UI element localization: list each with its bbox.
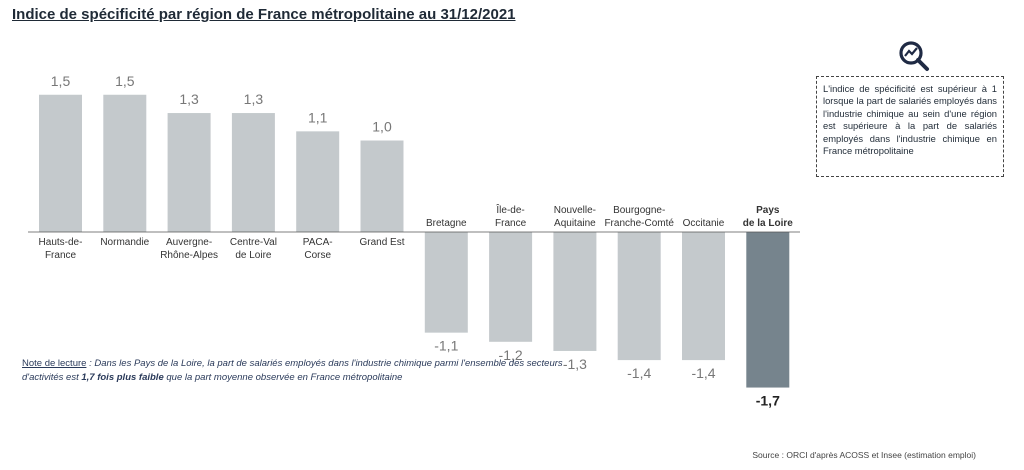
bar [39, 94, 82, 232]
reading-note-text-after: que la part moyenne observée en France m… [163, 371, 403, 383]
value-label: -1,1 [434, 338, 458, 354]
category-label: Île-de- [495, 203, 524, 216]
category-label: Bretagne [426, 218, 467, 229]
source-note: Source : ORCI d'après ACOSS et Insee (es… [752, 450, 976, 460]
category-label: France [45, 250, 77, 261]
category-label: Grand Est [359, 237, 404, 248]
value-label: 1,1 [308, 109, 328, 125]
category-label: de la Loire [743, 218, 793, 229]
magnifier-chart-icon [896, 38, 932, 74]
bar [231, 113, 275, 232]
reading-note-text-before: : Dans les Pays de la Loire, la part de … [22, 358, 563, 383]
category-label: PACA- [303, 237, 333, 248]
category-label: Normandie [100, 237, 149, 248]
value-label: 1,3 [244, 91, 264, 107]
bar [360, 140, 404, 232]
bar [167, 113, 211, 232]
category-label: Hauts-de- [39, 237, 83, 248]
info-box: L'indice de spécificité est supérieur à … [816, 76, 1004, 177]
value-label: 1,3 [179, 91, 199, 107]
category-label: Centre-Val [230, 237, 277, 248]
bar [424, 232, 468, 333]
category-label: Pays [756, 205, 780, 216]
value-label: -1,4 [627, 365, 651, 381]
value-label: -1,4 [691, 365, 715, 381]
category-label: Aquitaine [554, 218, 596, 229]
chart-title: Indice de spécificité par région de Fran… [12, 6, 516, 23]
reading-note: Note de lecture : Dans les Pays de la Lo… [22, 357, 582, 385]
category-label: Auvergne- [166, 237, 212, 248]
bar [553, 232, 597, 351]
bar [103, 94, 147, 232]
value-label: 1,5 [51, 73, 71, 89]
value-label: 1,0 [372, 119, 392, 135]
category-label: Franche-Comté [604, 218, 674, 229]
value-label: 1,5 [115, 73, 135, 89]
category-label: Bourgogne- [613, 205, 665, 216]
category-label: Rhône-Alpes [160, 250, 218, 261]
bar [746, 232, 790, 388]
bar [296, 131, 340, 232]
bar [489, 232, 533, 342]
bar [617, 232, 661, 361]
reading-note-bold: 1,7 fois plus faible [81, 371, 164, 383]
category-label: de Loire [235, 250, 272, 261]
reading-note-lead: Note de lecture [22, 358, 87, 369]
value-label: -1,7 [756, 393, 780, 409]
category-label: Nouvelle- [554, 205, 596, 216]
category-label: France [495, 218, 527, 229]
category-label: Occitanie [683, 218, 725, 229]
value-label: -1,3 [563, 356, 587, 372]
value-label: -1,2 [499, 347, 523, 363]
category-label: Corse [304, 250, 331, 261]
bar [682, 232, 725, 361]
